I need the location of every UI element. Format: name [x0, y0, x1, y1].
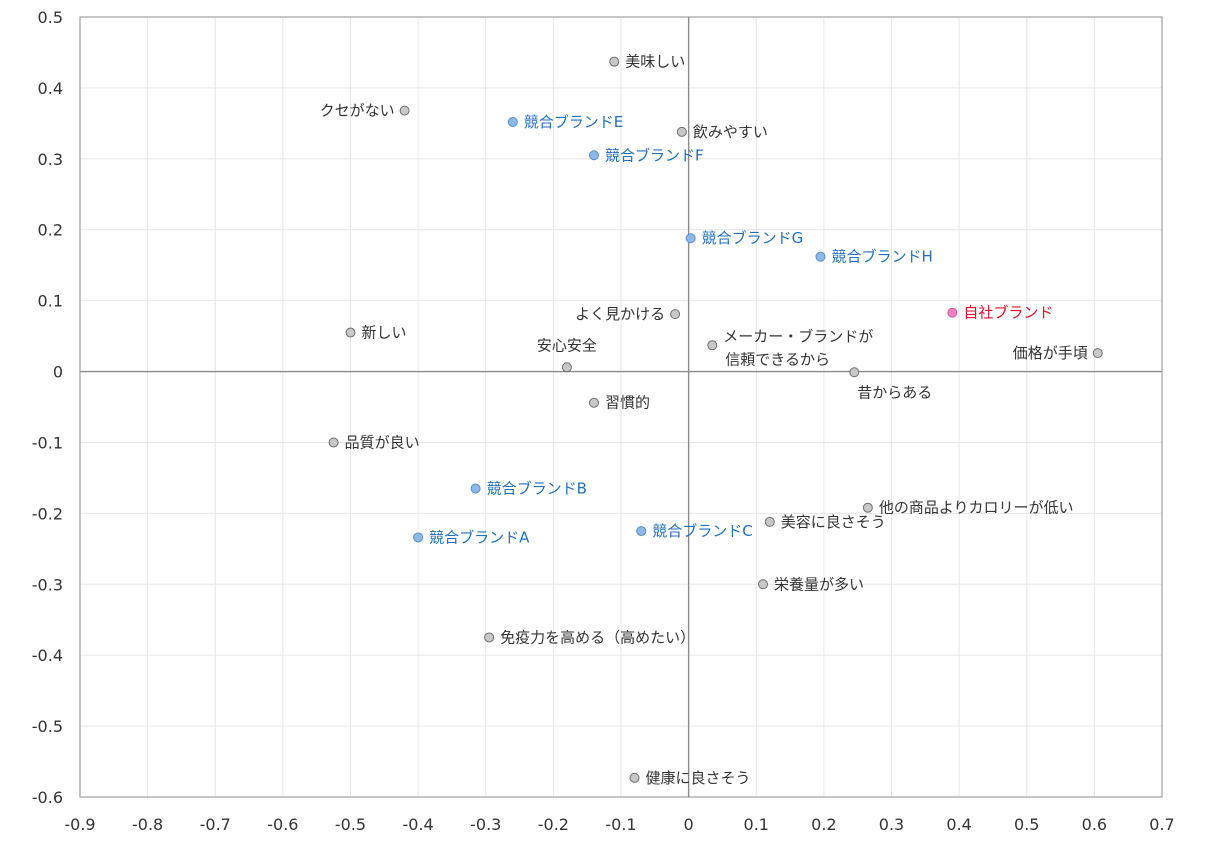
data-point-attribute — [862, 502, 873, 513]
point-label: 免疫力を高める（高めたい） — [500, 628, 695, 646]
x-tick-label: 0.3 — [879, 815, 904, 834]
y-tick-label: -0.1 — [32, 433, 63, 452]
x-tick-label: 0 — [684, 815, 694, 834]
x-tick-label: 0.5 — [1014, 815, 1039, 834]
y-tick-label: -0.5 — [32, 717, 63, 736]
plot-border — [79, 16, 1163, 798]
point-label: メーカー・ブランドが信頼できるから — [723, 327, 873, 368]
x-tick-label: -0.4 — [403, 815, 434, 834]
point-label: 競合ブランドC — [652, 522, 752, 540]
point-label: 栄養量が多い — [774, 575, 864, 593]
data-point-own_brand — [947, 307, 958, 318]
y-tick-label: 0 — [53, 363, 63, 382]
y-tick-label: -0.3 — [32, 575, 63, 594]
data-point-competitor — [588, 150, 599, 161]
y-tick-label: 0.5 — [38, 8, 63, 27]
point-label: 飲みやすい — [693, 123, 768, 141]
data-point-attribute — [707, 340, 718, 351]
point-label: 美味しい — [625, 53, 685, 71]
point-label: 競合ブランドG — [702, 229, 804, 247]
x-tick-label: 0.2 — [811, 815, 836, 834]
x-tick-label: -0.5 — [335, 815, 366, 834]
data-point-attribute — [1092, 348, 1103, 359]
data-point-attribute — [629, 772, 640, 783]
data-point-competitor — [413, 532, 424, 543]
y-tick-label: -0.4 — [32, 646, 63, 665]
point-label: 美容に良さそう — [781, 513, 886, 531]
data-point-competitor — [470, 483, 481, 494]
point-label: 自社ブランド — [963, 304, 1053, 322]
x-tick-label: -0.3 — [470, 815, 501, 834]
x-tick-label: 0.4 — [946, 815, 971, 834]
data-point-competitor — [685, 233, 696, 244]
x-tick-label: 0.6 — [1082, 815, 1107, 834]
point-label: 昔からある — [857, 383, 932, 401]
point-label: 品質が良い — [345, 433, 420, 451]
point-label: 価格が手頃 — [1013, 344, 1088, 362]
data-point-attribute — [670, 309, 681, 320]
data-point-attribute — [849, 367, 860, 378]
data-point-attribute — [676, 126, 687, 137]
x-tick-label: -0.9 — [64, 815, 95, 834]
data-point-attribute — [484, 632, 495, 643]
y-tick-label: 0.3 — [38, 150, 63, 169]
x-tick-label: 0.7 — [1149, 815, 1174, 834]
tick-labels: -0.9 -0.8 -0.7 -0.6 -0.5 -0.4 -0.3 -0.2 -0.1 0 0.1… — [32, 8, 1175, 834]
data-point-attribute — [561, 362, 572, 373]
x-tick-label: 0.1 — [744, 815, 769, 834]
y-tick-label: -0.2 — [32, 504, 63, 523]
data-point-competitor — [507, 116, 518, 127]
data-point-attribute — [399, 105, 410, 116]
point-label: 競合ブランドA — [429, 528, 530, 546]
data-point-competitor — [636, 526, 647, 537]
point-label: よく見かける — [575, 305, 665, 323]
x-tick-label: -0.6 — [267, 815, 298, 834]
data-point-attribute — [328, 437, 339, 448]
point-label: 競合ブランドF — [605, 146, 704, 164]
point-label: 習慣的 — [605, 394, 650, 412]
point-label: クセがない — [320, 102, 395, 120]
point-label: 競合ブランドH — [831, 248, 932, 266]
point-label: 健康に良さそう — [646, 769, 751, 787]
data-point-attribute — [609, 56, 620, 67]
point-label: 競合ブランドB — [487, 480, 587, 498]
data-point-attribute — [345, 327, 356, 338]
y-tick-label: 0.2 — [38, 221, 63, 240]
x-tick-label: -0.7 — [200, 815, 231, 834]
data-points — [328, 56, 1103, 783]
data-point-attribute — [758, 579, 769, 590]
data-point-competitor — [815, 251, 826, 262]
axes — [79, 16, 1163, 798]
point-label: 新しい — [362, 324, 407, 342]
x-tick-label: -0.1 — [605, 815, 636, 834]
y-tick-label: 0.1 — [38, 292, 63, 311]
y-tick-label: -0.6 — [32, 788, 63, 807]
point-label: 競合ブランドE — [524, 113, 623, 131]
point-label: 他の商品よりカロリーが低い — [879, 499, 1074, 517]
y-tick-label: 0.4 — [38, 79, 63, 98]
data-point-attribute — [764, 516, 775, 527]
x-tick-label: -0.2 — [538, 815, 569, 834]
point-label: 安心安全 — [537, 336, 597, 354]
x-tick-label: -0.8 — [132, 815, 163, 834]
data-point-attribute — [588, 397, 599, 408]
